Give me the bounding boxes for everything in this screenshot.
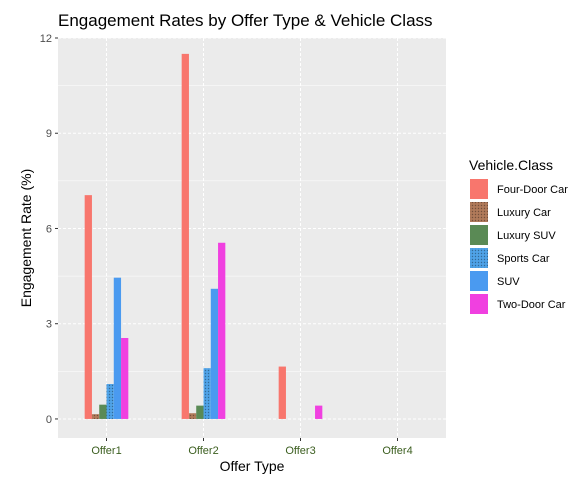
y-tick-label: 9 [46,128,52,140]
chart-title: Engagement Rates by Offer Type & Vehicle… [58,11,433,30]
bar-texture [91,414,100,419]
legend-label: Sports Car [497,253,550,265]
x-tick-label: Offer2 [188,445,218,457]
y-tick-label: 3 [46,319,52,331]
y-axis-title: Engagement Rate (%) [18,169,34,308]
bar-two-door-car-offer3 [315,405,323,419]
legend-swatch [470,294,488,314]
y-tick-label: 6 [46,223,52,235]
legend-swatch [470,271,488,291]
bar-two-door-car-offer2 [218,242,226,419]
bar-texture [106,384,114,419]
legend-swatch-texture [470,248,488,268]
bar-suv-offer2 [210,288,219,419]
y-axis-ticks: 0 3 6 9 12 [40,33,58,426]
legend-label: SUV [497,276,520,288]
bars [84,53,323,419]
grid [58,37,446,438]
bar-suv-offer1 [113,277,122,419]
y-tick-label: 0 [46,414,52,426]
bar-luxury-suv-offer2 [196,405,204,419]
bar-four-door-car-offer3 [278,366,286,419]
bar-texture [203,368,211,419]
x-tick-label: Offer4 [382,445,412,457]
bar-texture [188,413,197,419]
legend-label: Luxury Car [497,207,551,219]
x-tick-label: Offer1 [91,445,121,457]
legend-swatch [470,179,488,199]
legend-swatch-texture [470,202,488,222]
legend-label: Two-Door Car [497,299,566,311]
legend: Vehicle.Class Four-Door Car Luxury Car Lux… [469,157,568,314]
legend-title: Vehicle.Class [469,157,553,173]
bar-four-door-car-offer1 [84,195,92,419]
x-tick-label: Offer3 [285,445,315,457]
bar-four-door-car-offer2 [181,53,189,419]
legend-swatch [470,225,488,245]
legend-label: Luxury SUV [497,230,556,242]
y-tick-label: 12 [40,33,52,45]
x-axis-title: Offer Type [220,458,285,474]
legend-label: Four-Door Car [497,184,568,196]
bar-luxury-suv-offer1 [99,404,107,419]
bar-two-door-car-offer1 [121,338,129,419]
x-axis-ticks: Offer1 Offer2 Offer3 Offer4 [91,438,413,457]
